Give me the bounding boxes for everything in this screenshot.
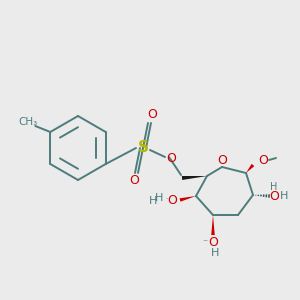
Text: H: H (149, 196, 157, 206)
Text: H: H (211, 248, 219, 258)
Polygon shape (180, 196, 196, 202)
Text: ⁻: ⁻ (202, 238, 208, 248)
Text: O: O (208, 236, 218, 250)
Text: O: O (147, 109, 157, 122)
Text: H: H (270, 182, 278, 192)
Polygon shape (211, 215, 215, 235)
Text: H: H (155, 193, 163, 203)
Text: H: H (280, 191, 288, 201)
Text: O: O (167, 194, 177, 208)
Polygon shape (246, 164, 254, 173)
Text: O: O (217, 154, 227, 166)
Polygon shape (182, 176, 207, 180)
Text: O: O (258, 154, 268, 167)
Text: O: O (129, 175, 139, 188)
Text: O: O (166, 152, 176, 166)
Text: ·: · (165, 196, 167, 202)
Text: O: O (269, 190, 279, 202)
Text: S: S (137, 140, 148, 155)
Text: CH₃: CH₃ (19, 117, 38, 127)
